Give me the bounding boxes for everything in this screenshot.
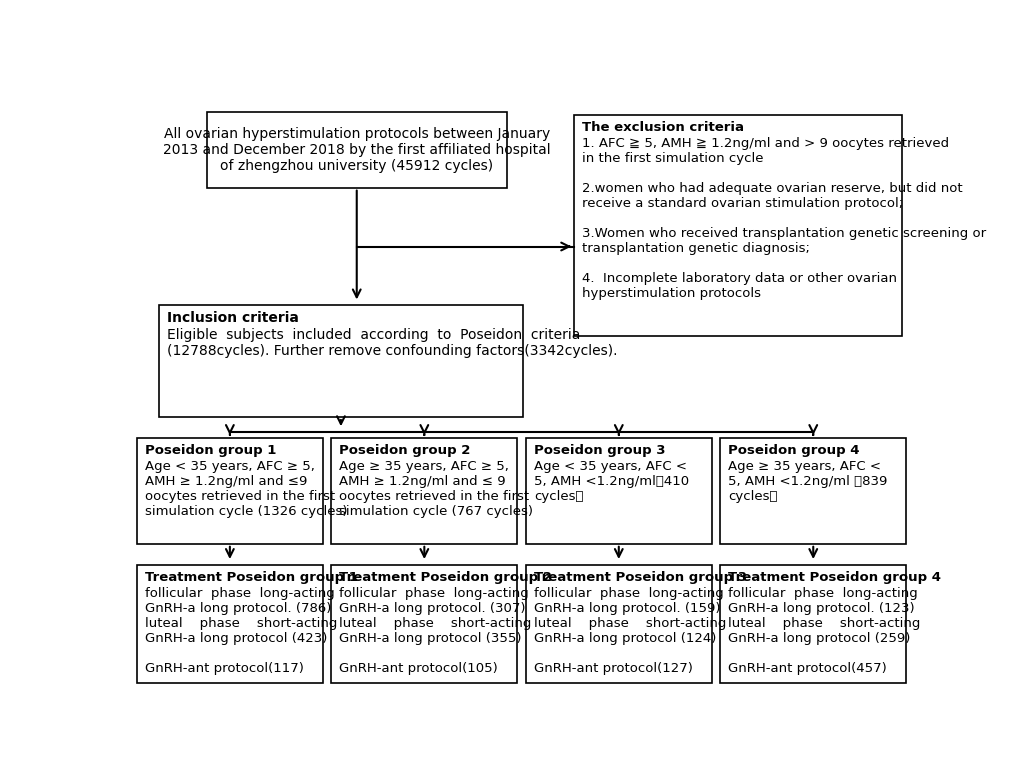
FancyBboxPatch shape bbox=[526, 565, 711, 683]
FancyBboxPatch shape bbox=[331, 565, 517, 683]
FancyBboxPatch shape bbox=[719, 565, 905, 683]
FancyBboxPatch shape bbox=[159, 306, 522, 417]
Text: Age ≥ 35 years, AFC ≥ 5,
AMH ≥ 1.2ng/ml and ≤ 9
oocytes retrieved in the first
s: Age ≥ 35 years, AFC ≥ 5, AMH ≥ 1.2ng/ml … bbox=[339, 460, 533, 518]
Text: Eligible  subjects  included  according  to  Poseidon  criteria
(12788cycles). F: Eligible subjects included according to … bbox=[167, 328, 616, 358]
Text: Poseidon group 4: Poseidon group 4 bbox=[728, 445, 859, 457]
FancyBboxPatch shape bbox=[206, 112, 506, 187]
Text: follicular  phase  long-acting
GnRH-a long protocol. (123)
luteal    phase    sh: follicular phase long-acting GnRH-a long… bbox=[728, 586, 920, 675]
Text: Poseidon group 3: Poseidon group 3 bbox=[533, 445, 664, 457]
Text: 1. AFC ≧ 5, AMH ≧ 1.2ng/ml and > 9 oocytes retrieved
in the first simulation cyc: 1. AFC ≧ 5, AMH ≧ 1.2ng/ml and > 9 oocyt… bbox=[582, 137, 985, 300]
FancyBboxPatch shape bbox=[719, 438, 905, 544]
Text: Treatment Poseidon group 1: Treatment Poseidon group 1 bbox=[145, 571, 358, 584]
FancyBboxPatch shape bbox=[574, 115, 902, 336]
Text: All ovarian hyperstimulation protocols between January
2013 and December 2018 by: All ovarian hyperstimulation protocols b… bbox=[163, 127, 550, 173]
Text: follicular  phase  long-acting
GnRH-a long protocol. (159)
luteal    phase    sh: follicular phase long-acting GnRH-a long… bbox=[533, 586, 726, 675]
Text: Treatment Poseidon group 3: Treatment Poseidon group 3 bbox=[533, 571, 746, 584]
Text: Age < 35 years, AFC ≥ 5,
AMH ≥ 1.2ng/ml and ≤9
oocytes retrieved in the first
si: Age < 35 years, AFC ≥ 5, AMH ≥ 1.2ng/ml … bbox=[145, 460, 347, 518]
Text: Age < 35 years, AFC <
5, AMH <1.2ng/ml（410
cycles）: Age < 35 years, AFC < 5, AMH <1.2ng/ml（4… bbox=[533, 460, 688, 503]
Text: Treatment Poseidon group 4: Treatment Poseidon group 4 bbox=[728, 571, 941, 584]
FancyBboxPatch shape bbox=[137, 438, 322, 544]
Text: follicular  phase  long-acting
GnRH-a long protocol. (786)
luteal    phase    sh: follicular phase long-acting GnRH-a long… bbox=[145, 586, 337, 675]
Text: The exclusion criteria: The exclusion criteria bbox=[582, 122, 743, 134]
Text: follicular  phase  long-acting
GnRH-a long protocol. (307)
luteal    phase    sh: follicular phase long-acting GnRH-a long… bbox=[339, 586, 531, 675]
FancyBboxPatch shape bbox=[526, 438, 711, 544]
Text: Inclusion criteria: Inclusion criteria bbox=[167, 311, 299, 325]
FancyBboxPatch shape bbox=[137, 565, 322, 683]
Text: Poseidon group 1: Poseidon group 1 bbox=[145, 445, 276, 457]
Text: Poseidon group 2: Poseidon group 2 bbox=[339, 445, 470, 457]
Text: Treatment Poseidon group 2: Treatment Poseidon group 2 bbox=[339, 571, 551, 584]
FancyBboxPatch shape bbox=[331, 438, 517, 544]
Text: Age ≥ 35 years, AFC <
5, AMH <1.2ng/ml （839
cycles）: Age ≥ 35 years, AFC < 5, AMH <1.2ng/ml （… bbox=[728, 460, 887, 503]
